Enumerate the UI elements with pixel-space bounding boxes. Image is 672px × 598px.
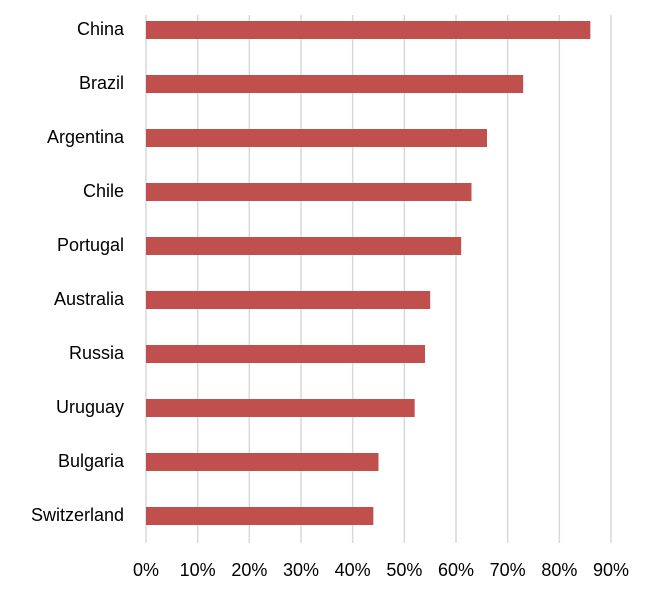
y-tick-label: Uruguay: [56, 397, 124, 417]
x-tick-label: 30%: [283, 560, 319, 580]
x-tick-label: 0%: [133, 560, 159, 580]
y-tick-label: Brazil: [79, 73, 124, 93]
y-tick-label: Argentina: [47, 127, 125, 147]
bar: [146, 507, 374, 525]
bar: [146, 183, 472, 201]
y-tick-label: China: [77, 19, 125, 39]
y-tick-label: Portugal: [57, 235, 124, 255]
bar: [146, 453, 379, 471]
bar: [146, 399, 415, 417]
bar: [146, 237, 462, 255]
y-tick-label: Australia: [54, 289, 125, 309]
bar: [146, 345, 425, 363]
x-tick-label: 70%: [490, 560, 526, 580]
x-tick-label: 20%: [231, 560, 267, 580]
bar: [146, 129, 487, 147]
x-tick-label: 90%: [593, 560, 629, 580]
bar: [146, 75, 524, 93]
x-tick-label: 60%: [438, 560, 474, 580]
y-tick-label: Switzerland: [31, 505, 124, 525]
x-tick-label: 80%: [541, 560, 577, 580]
x-tick-label: 40%: [335, 560, 371, 580]
y-tick-label: Chile: [83, 181, 124, 201]
y-tick-label: Russia: [69, 343, 125, 363]
bar: [146, 291, 431, 309]
bar: [146, 21, 591, 39]
x-tick-label: 10%: [180, 560, 216, 580]
x-tick-label: 50%: [386, 560, 422, 580]
y-tick-label: Bulgaria: [58, 451, 125, 471]
